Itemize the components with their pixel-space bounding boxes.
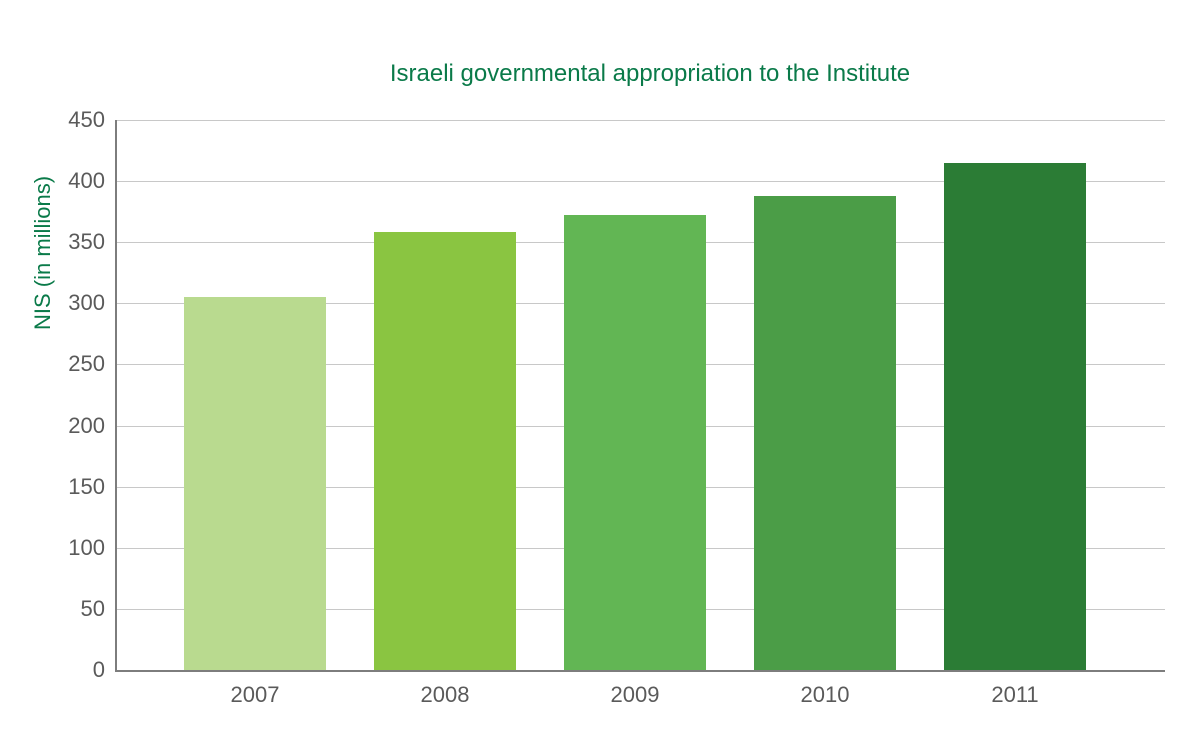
y-tick-label: 150 — [0, 474, 105, 500]
bar — [754, 196, 897, 670]
y-tick-label: 450 — [0, 107, 105, 133]
chart-container: Israeli governmental appropriation to th… — [0, 0, 1200, 747]
x-axis-line — [115, 670, 1165, 672]
x-tick-label: 2010 — [765, 682, 885, 708]
y-tick-label: 300 — [0, 290, 105, 316]
gridline — [115, 120, 1165, 121]
x-tick-label: 2011 — [955, 682, 1075, 708]
y-axis-line — [115, 120, 117, 670]
y-tick-label: 0 — [0, 657, 105, 683]
y-tick-label: 350 — [0, 229, 105, 255]
plot-area — [115, 120, 1165, 670]
bar — [184, 297, 327, 670]
x-tick-label: 2009 — [575, 682, 695, 708]
bar — [374, 232, 517, 670]
y-tick-label: 50 — [0, 596, 105, 622]
bar — [944, 163, 1087, 670]
x-tick-label: 2008 — [385, 682, 505, 708]
x-tick-label: 2007 — [195, 682, 315, 708]
y-tick-label: 250 — [0, 351, 105, 377]
y-tick-label: 100 — [0, 535, 105, 561]
y-tick-label: 400 — [0, 168, 105, 194]
bar — [564, 215, 707, 670]
y-tick-label: 200 — [0, 413, 105, 439]
chart-title: Israeli governmental appropriation to th… — [300, 60, 1000, 88]
